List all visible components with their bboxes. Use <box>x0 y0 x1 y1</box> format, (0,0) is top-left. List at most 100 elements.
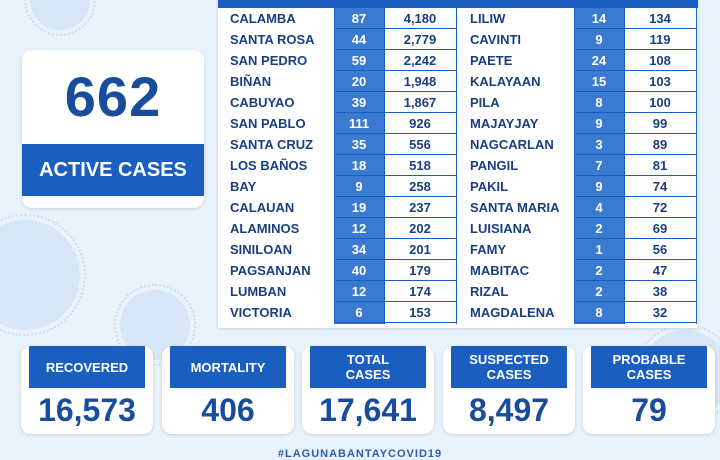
municipality-name: PAGSANJAN <box>230 263 311 278</box>
total-count-cell: 81 <box>652 158 668 173</box>
total-cases-card: TOTAL CASES 17,641 <box>302 346 434 434</box>
total-count-cell: 89 <box>652 137 668 152</box>
total-count-cell: 32 <box>652 305 668 320</box>
municipality-name: CABUYAO <box>230 95 295 110</box>
active-count-cell: 20 <box>351 74 367 89</box>
left-active-column <box>334 8 384 324</box>
active-count-cell: 44 <box>351 32 367 47</box>
probable-cases-value: 79 <box>631 392 667 428</box>
row-divider <box>334 217 456 218</box>
column-divider <box>456 8 457 324</box>
total-cases-value: 17,641 <box>319 392 417 428</box>
active-count-cell: 39 <box>351 95 367 110</box>
row-divider <box>334 301 456 302</box>
total-count-cell: 258 <box>409 179 431 194</box>
total-count-cell: 926 <box>409 116 431 131</box>
active-count-cell: 9 <box>595 116 603 131</box>
row-divider <box>574 280 696 281</box>
row-divider <box>574 175 696 176</box>
total-count-cell: 74 <box>652 179 668 194</box>
recovered-value: 16,573 <box>38 392 136 428</box>
total-count-cell: 1,948 <box>403 74 437 89</box>
recovered-card: RECOVERED 16,573 <box>21 346 153 434</box>
active-count-cell: 2 <box>595 221 603 236</box>
municipality-name: MAJAYJAY <box>470 116 539 131</box>
total-count-cell: 69 <box>652 221 668 236</box>
active-count-cell: 4 <box>595 200 603 215</box>
municipality-name: SANTA CRUZ <box>230 137 314 152</box>
row-divider <box>574 154 696 155</box>
total-count-cell: 237 <box>409 200 431 215</box>
row-divider <box>574 301 696 302</box>
active-count-cell: 111 <box>348 116 370 131</box>
municipality-name: ALAMINOS <box>230 221 300 236</box>
probable-cases-card: PROBABLE CASES 79 <box>583 346 715 434</box>
active-count-cell: 8 <box>595 95 603 110</box>
row-divider <box>574 70 696 71</box>
total-count-cell: 153 <box>409 305 431 320</box>
row-divider <box>574 28 696 29</box>
municipality-name: LUISIANA <box>470 221 532 236</box>
total-count-cell: 134 <box>649 11 671 26</box>
suspected-cases-label: SUSPECTED CASES <box>451 346 567 388</box>
municipality-name: FAMY <box>470 242 507 257</box>
row-divider <box>574 133 696 134</box>
row-divider <box>574 259 696 260</box>
probable-cases-label: PROBABLE CASES <box>591 346 707 388</box>
municipality-name: MAGDALENA <box>470 305 555 320</box>
municipality-name: PANGIL <box>470 158 519 173</box>
mortality-card: MORTALITY 406 <box>162 346 294 434</box>
active-cases-label: ACTIVE CASES <box>22 144 204 196</box>
active-count-cell: 15 <box>591 74 607 89</box>
municipality-name: SANTA MARIA <box>470 200 560 215</box>
active-count-cell: 2 <box>595 284 603 299</box>
municipality-name: CAVINTI <box>470 32 522 47</box>
row-divider <box>334 91 456 92</box>
active-count-cell: 9 <box>355 179 363 194</box>
total-count-cell: 38 <box>652 284 668 299</box>
recovered-label: RECOVERED <box>29 346 145 388</box>
row-divider <box>334 238 456 239</box>
row-divider <box>334 259 456 260</box>
municipality-name: SAN PEDRO <box>230 53 308 68</box>
column-divider <box>334 8 335 324</box>
active-count-cell: 3 <box>595 137 603 152</box>
active-cases-count: 662 <box>64 65 162 128</box>
total-count-cell: 201 <box>409 242 431 257</box>
column-divider <box>624 8 625 324</box>
active-count-cell: 9 <box>595 32 603 47</box>
total-count-cell: 202 <box>409 221 431 236</box>
total-count-cell: 179 <box>409 263 431 278</box>
total-cases-label: TOTAL CASES <box>310 346 426 388</box>
virus-decoration <box>24 0 96 36</box>
municipality-name: NAGCARLAN <box>470 137 554 152</box>
column-divider <box>384 8 385 324</box>
municipality-name: SANTA ROSA <box>230 32 315 47</box>
municipality-name: CALAMBA <box>230 11 296 26</box>
municipality-name: PILA <box>470 95 500 110</box>
column-divider <box>696 8 697 324</box>
active-count-cell: 35 <box>351 137 367 152</box>
municipality-name: MABITAC <box>470 263 529 278</box>
municipality-name: CALAUAN <box>230 200 295 215</box>
row-divider <box>574 238 696 239</box>
row-divider <box>574 112 696 113</box>
active-count-cell: 40 <box>351 263 367 278</box>
total-count-cell: 47 <box>652 263 668 278</box>
total-count-cell: 556 <box>409 137 431 152</box>
table-header-bar <box>218 0 698 8</box>
active-count-cell: 18 <box>351 158 367 173</box>
row-divider <box>574 217 696 218</box>
municipality-name: BAY <box>230 179 257 194</box>
municipality-name: SINILOAN <box>230 242 293 257</box>
municipality-name: LUMBAN <box>230 284 287 299</box>
municipality-name: KALAYAAN <box>470 74 541 89</box>
active-count-cell: 8 <box>595 305 603 320</box>
municipality-table: CALAMBA 87 4,180 SANTA ROSA 44 2,779 SAN PEDRO… <box>218 0 698 328</box>
active-count-cell: 6 <box>355 305 363 320</box>
virus-decoration <box>0 214 86 336</box>
total-count-cell: 174 <box>409 284 431 299</box>
active-count-cell: 14 <box>591 11 607 26</box>
suspected-cases-value: 8,497 <box>468 392 550 428</box>
active-count-cell: 87 <box>351 11 367 26</box>
